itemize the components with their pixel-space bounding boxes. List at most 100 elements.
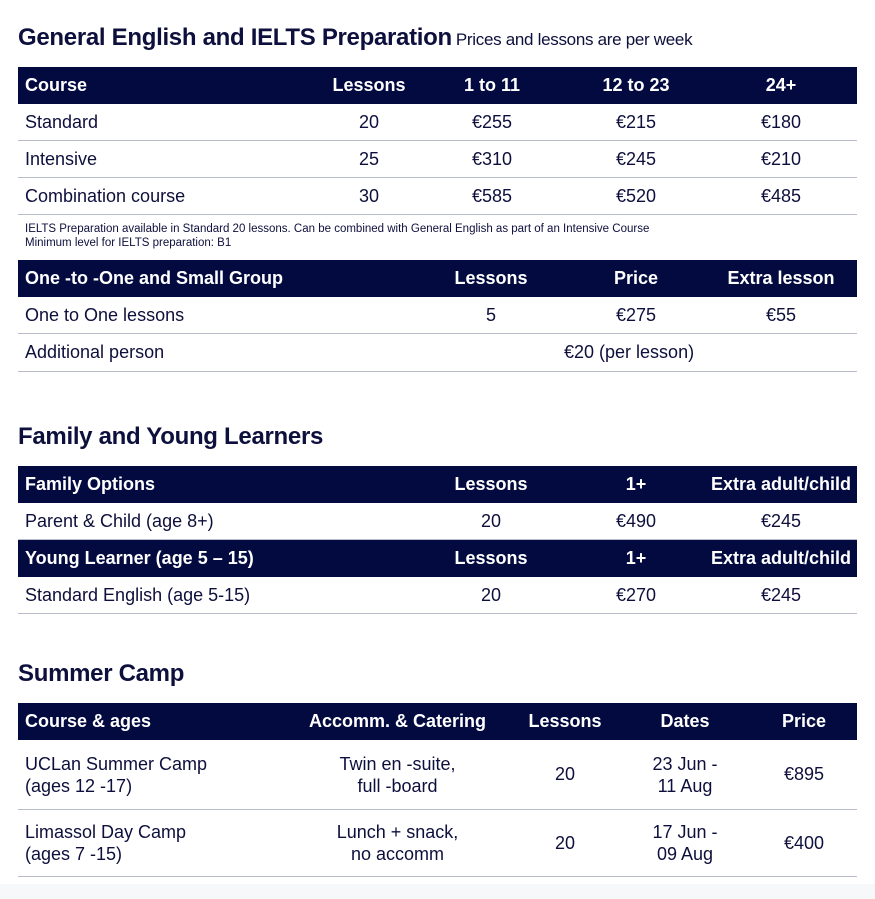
note-line: Minimum level for IELTS preparation: B1	[25, 237, 232, 249]
table-cell: Additional person	[25, 342, 165, 362]
table-row: Standard 20 €255 €215 €180	[18, 104, 857, 141]
table-cell: €270	[615, 584, 657, 605]
section-title-summer-camp: Summer Camp	[18, 660, 185, 687]
table-cell: 20	[480, 510, 502, 531]
table-cell: €245	[760, 510, 802, 531]
cell-line: Limassol Day Camp	[25, 822, 187, 842]
table-cell: Parent & Child (age 8+)	[25, 510, 214, 531]
general-english-table: Course Lessons 1 to 11 12 to 23 24+ Standard 2…	[18, 67, 857, 215]
table-row: UCLan Summer Camp (ages 12 -17) Twin en -s…	[18, 740, 857, 810]
table-cell: 20	[358, 111, 380, 132]
cell-line: 09 Aug	[656, 844, 714, 864]
column-header: Extra lesson	[727, 268, 835, 288]
column-header: 12 to 23	[602, 75, 670, 95]
table-cell: €180	[760, 111, 802, 132]
table-cell: Twin en -suite, full -board	[290, 753, 505, 797]
column-header: 1+	[625, 548, 647, 568]
column-header: Lessons	[454, 474, 528, 494]
cell-line: full -board	[357, 775, 438, 796]
table-cell: €245	[615, 148, 657, 169]
page-bottom-band	[0, 884, 875, 899]
cell-line: Lunch + snack,	[336, 822, 459, 842]
table-cell: One to One lessons	[25, 304, 185, 325]
column-header: Extra adult/child	[710, 474, 852, 494]
title-subtitle: Prices and lessons are per week	[455, 30, 693, 49]
column-header: 1 to 11	[463, 75, 521, 95]
table-row: Standard English (age 5-15) 20 €270 €245	[18, 577, 857, 614]
summer-camp-table: Course & ages Accomm. & Catering Lessons Da…	[18, 703, 857, 877]
table-row: Intensive 25 €310 €245 €210	[18, 141, 857, 178]
column-header: Lessons	[528, 711, 602, 731]
title-text: General English and IELTS Preparation	[18, 24, 452, 51]
column-header: 1+	[625, 474, 647, 494]
section-title-family: Family and Young Learners	[18, 423, 324, 450]
table-cell: Standard English (age 5-15)	[25, 584, 251, 605]
column-header: Lessons	[454, 268, 528, 288]
table-cell: €895	[783, 764, 825, 784]
cell-line: 23 Jun -	[652, 753, 718, 774]
table-cell: 23 Jun -11 Aug	[625, 753, 745, 797]
table-cell: €20 (per lesson)	[564, 342, 695, 362]
table-cell: 30	[358, 185, 380, 206]
cell-line: 11 Aug	[657, 775, 713, 796]
table-header-row: Course & ages Accomm. & Catering Lessons Da…	[18, 703, 857, 740]
column-header: Course	[25, 75, 88, 95]
table-cell: €245	[760, 584, 802, 605]
cell-line: no accomm	[350, 844, 445, 864]
table-cell: 25	[358, 148, 380, 169]
table-cell: €400	[783, 832, 825, 853]
table-cell: €585	[471, 185, 513, 206]
column-header: Lessons	[332, 75, 406, 95]
table-row: Additional person €20 (per lesson)	[18, 334, 857, 372]
table-cell: €485	[760, 185, 802, 206]
table-cell: Limassol Day Camp (ages 7 -15)	[18, 821, 290, 865]
note-line: IELTS Preparation available in Standard …	[25, 223, 650, 235]
table-cell: 20	[480, 584, 502, 605]
table-cell: €210	[760, 148, 802, 169]
table-header-row: One -to -One and Small Group Lessons Price…	[18, 260, 857, 297]
table-row: Parent & Child (age 8+) 20 €490 €245	[18, 503, 857, 540]
table-cell: Standard	[25, 111, 99, 132]
table-row: One to One lessons 5 €275 €55	[18, 297, 857, 334]
column-header: Dates	[660, 711, 710, 731]
table-header-row: Young Learner (age 5 – 15) Lessons 1+ Extra…	[18, 540, 857, 577]
table-row: Limassol Day Camp (ages 7 -15) Lunch + sna…	[18, 810, 857, 877]
table-cell: 20	[554, 764, 576, 784]
column-header: Price	[613, 268, 659, 288]
table-cell: €310	[471, 148, 513, 169]
table-cell: Combination course	[25, 185, 186, 206]
table-cell: €275	[615, 304, 657, 325]
section-title-general-english: General English and IELTS Preparation Pri…	[18, 24, 693, 52]
table-cell: €55	[765, 304, 797, 325]
column-header: 24+	[765, 75, 797, 95]
table-cell: €215	[615, 111, 657, 132]
table-cell: €490	[615, 510, 657, 531]
column-header: Course & ages	[25, 711, 152, 731]
cell-line: UCLan Summer Camp	[25, 753, 208, 774]
table-cell: 5	[485, 304, 496, 325]
one-to-one-table: One -to -One and Small Group Lessons Price…	[18, 260, 857, 372]
cell-line: 17 Jun -	[652, 822, 718, 842]
cell-line: (ages 12 -17)	[25, 775, 133, 796]
table-row: Combination course 30 €585 €520 €485	[18, 178, 857, 215]
column-header: Extra adult/child	[710, 548, 852, 568]
table-cell: UCLan Summer Camp (ages 12 -17)	[18, 753, 290, 797]
cell-line: Twin en -suite,	[339, 753, 456, 774]
cell-line: (ages 7 -15)	[25, 844, 123, 864]
table-header-row: Course Lessons 1 to 11 12 to 23 24+	[18, 67, 857, 104]
ielts-notes: IELTS Preparation available in Standard …	[25, 222, 649, 250]
family-young-learners-table: Family Options Lessons 1+ Extra adult/child…	[18, 466, 857, 614]
table-cell: Lunch + snack, no accomm	[290, 821, 505, 865]
column-header: One -to -One and Small Group	[25, 268, 284, 288]
table-cell: €520	[615, 185, 657, 206]
table-header-row: Family Options Lessons 1+ Extra adult/child	[18, 466, 857, 503]
column-header: Young Learner (age 5 – 15)	[25, 548, 254, 568]
table-cell: 17 Jun -09 Aug	[625, 821, 745, 865]
column-header: Accomm. & Catering	[308, 711, 487, 731]
table-cell: Intensive	[25, 148, 98, 169]
column-header: Price	[781, 711, 827, 731]
column-header: Lessons	[454, 548, 528, 568]
column-header: Family Options	[25, 474, 156, 494]
table-cell: €255	[471, 111, 513, 132]
table-cell: 20	[554, 832, 576, 853]
